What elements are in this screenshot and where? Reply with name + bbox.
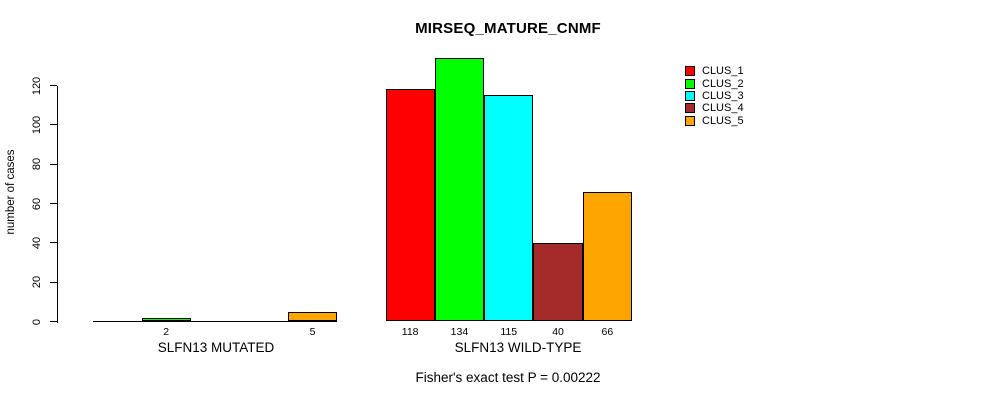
bar-clus_4-slfn13-wild-type [533, 242, 583, 322]
legend-item: CLUS_1 [685, 65, 744, 77]
legend-label: CLUS_3 [702, 89, 744, 102]
y-axis-tick [49, 242, 57, 244]
y-axis-tick [49, 163, 57, 165]
bar-value-label: 40 [552, 326, 564, 338]
zero-baseline [93, 320, 337, 322]
y-axis-tick-label: 40 [31, 236, 43, 249]
chart-title: MIRSEQ_MATURE_CNMF [415, 20, 601, 37]
legend: CLUS_1 CLUS_2 CLUS_3 CLUS_4 CLUS_5 [685, 65, 744, 127]
bar-clus_1-slfn13-wild-type [385, 89, 435, 322]
y-axis-tick [49, 84, 57, 87]
x-group-label: SLFN13 MUTATED [157, 340, 275, 355]
bar-value-label: 115 [500, 326, 518, 338]
bar-clus_2-slfn13-wild-type [434, 57, 485, 322]
legend-label: CLUS_5 [702, 114, 744, 127]
y-axis-line [56, 85, 59, 323]
legend-swatch-icon [685, 103, 695, 114]
y-axis-tick-label: 60 [31, 197, 43, 210]
legend-item: CLUS_4 [685, 102, 744, 114]
legend-swatch-icon [685, 115, 695, 126]
bar-clus_3-slfn13-wild-type [484, 95, 534, 322]
legend-label: CLUS_1 [702, 65, 744, 78]
bar-value-label: 134 [450, 326, 469, 338]
y-axis-tick-label: 80 [31, 158, 43, 171]
legend-item: CLUS_5 [685, 115, 744, 127]
legend-swatch-icon [685, 66, 695, 77]
y-axis-tick [49, 320, 57, 323]
legend-swatch-icon [685, 78, 695, 89]
y-axis-title: number of cases [5, 149, 17, 235]
y-axis-tick-label: 20 [31, 276, 43, 289]
legend-swatch-icon [685, 90, 695, 101]
bar-value-label: 2 [163, 326, 170, 338]
legend-item: CLUS_3 [685, 90, 744, 102]
y-axis-tick-label: 120 [31, 76, 43, 95]
bar-clus_5-slfn13-mutated [288, 311, 337, 322]
bar-value-label: 118 [401, 326, 419, 338]
y-axis-tick [49, 202, 57, 205]
legend-label: CLUS_2 [702, 77, 744, 90]
y-axis-tick-label: 0 [31, 318, 43, 325]
fisher-test-caption: Fisher's exact test P = 0.00222 [415, 370, 601, 385]
y-axis-tick [49, 124, 57, 126]
x-group-label: SLFN13 WILD-TYPE [454, 340, 582, 355]
legend-label: CLUS_4 [702, 102, 744, 115]
bar-value-label: 66 [601, 326, 614, 338]
y-axis-tick [49, 281, 57, 283]
bar-value-label: 5 [309, 326, 316, 338]
bar-clus_2-slfn13-mutated [141, 317, 191, 322]
y-axis-tick-label: 100 [31, 115, 43, 135]
bar-clus_5-slfn13-wild-type [582, 191, 632, 322]
legend-item: CLUS_2 [685, 77, 744, 90]
